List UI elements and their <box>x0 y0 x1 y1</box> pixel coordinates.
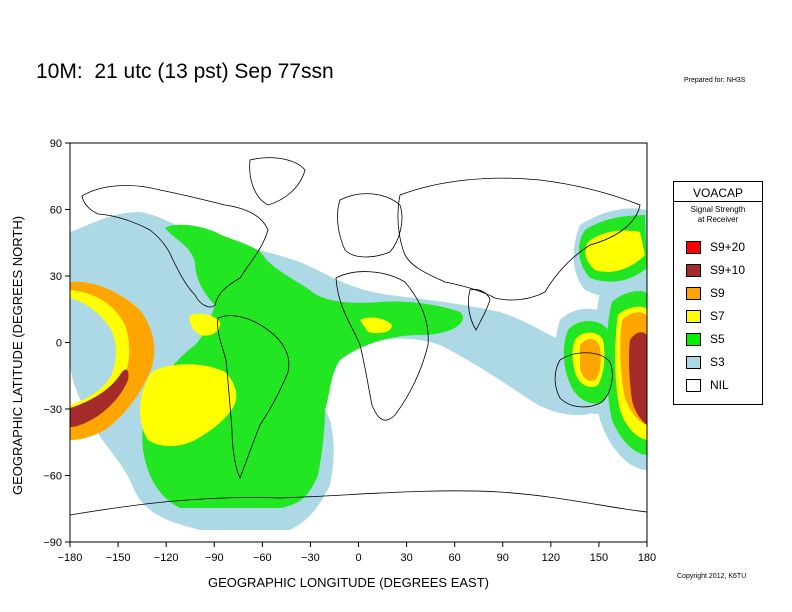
y-tick-label: 60 <box>50 205 62 217</box>
x-tick-label: −60 <box>253 552 272 564</box>
axis-ticks <box>65 142 648 547</box>
y-tick-label: −30 <box>43 404 62 416</box>
legend-swatch <box>686 332 701 346</box>
legend-item: NIL <box>686 377 729 393</box>
x-tick-label: 150 <box>590 552 608 564</box>
legend-swatch <box>686 263 701 277</box>
s9p10-coverage-zone <box>70 332 647 427</box>
x-tick-label: 180 <box>638 552 656 564</box>
y-tick-label: −90 <box>43 537 62 549</box>
legend-item: S9 <box>686 285 725 301</box>
asia-outline <box>397 177 641 301</box>
legend-swatch <box>686 309 701 323</box>
x-tick-label: 90 <box>497 552 509 564</box>
greenland-outline <box>249 157 306 206</box>
x-tick-label: −180 <box>58 552 83 564</box>
legend-swatch <box>686 240 701 254</box>
x-tick-label: −150 <box>106 552 131 564</box>
x-tick-label: −120 <box>154 552 179 564</box>
x-tick-label: 30 <box>400 552 412 564</box>
legend-label: S9+10 <box>710 263 746 277</box>
legend-subtitle: Signal Strength at Receiver <box>674 205 762 225</box>
europe-outline <box>337 193 403 258</box>
legend-item: S7 <box>686 308 725 324</box>
south-america-outline <box>217 315 290 479</box>
x-axis-title: GEOGRAPHIC LONGITUDE (DEGREES EAST) <box>208 575 489 590</box>
y-tick-label: 0 <box>56 338 62 350</box>
legend-swatch <box>686 355 701 369</box>
australia-outline <box>554 352 613 408</box>
legend: VOACAP Signal Strength at Receiver S9+20… <box>673 181 763 405</box>
legend-swatch <box>686 378 701 392</box>
legend-item: S9+20 <box>686 239 745 255</box>
legend-item: S9+10 <box>686 262 745 278</box>
x-tick-label: 120 <box>542 552 560 564</box>
legend-swatch <box>686 286 701 300</box>
africa-outline <box>335 271 429 421</box>
legend-label: NIL <box>710 378 729 392</box>
antarctica-outline <box>70 490 647 516</box>
x-tick-label: −30 <box>301 552 320 564</box>
y-tick-label: 90 <box>50 138 62 150</box>
legend-label: S5 <box>710 332 725 346</box>
legend-label: S3 <box>710 355 725 369</box>
india-outline <box>468 289 491 331</box>
x-tick-label: 60 <box>449 552 461 564</box>
coverage-layers <box>70 157 647 530</box>
continent-outlines <box>70 157 647 516</box>
prepared-for-note: Prepared for: NH3S <box>684 77 746 84</box>
copyright-note: Copyright 2012, K6TU <box>677 573 747 580</box>
axis-tick-labels: −180 −150 −120 −90 −60 −30 0 30 60 90 120 150 180 90 6… <box>43 138 656 564</box>
y-tick-label: 30 <box>50 271 62 283</box>
legend-label: S9 <box>710 286 725 300</box>
north-america-outline <box>81 185 269 308</box>
legend-item: S5 <box>686 331 725 347</box>
legend-subtitle-line2: at Receiver <box>697 215 739 224</box>
x-tick-label: −90 <box>205 552 224 564</box>
legend-subtitle-line1: Signal Strength <box>690 205 746 214</box>
legend-title: VOACAP <box>674 182 762 202</box>
y-tick-label: −60 <box>43 471 62 483</box>
legend-label: S7 <box>710 309 725 323</box>
legend-label: S9+20 <box>710 240 746 254</box>
legend-item: S3 <box>686 354 725 370</box>
map-title: 10M: 21 utc (13 pst) Sep 77ssn <box>36 60 334 83</box>
x-tick-label: 0 <box>355 552 361 564</box>
